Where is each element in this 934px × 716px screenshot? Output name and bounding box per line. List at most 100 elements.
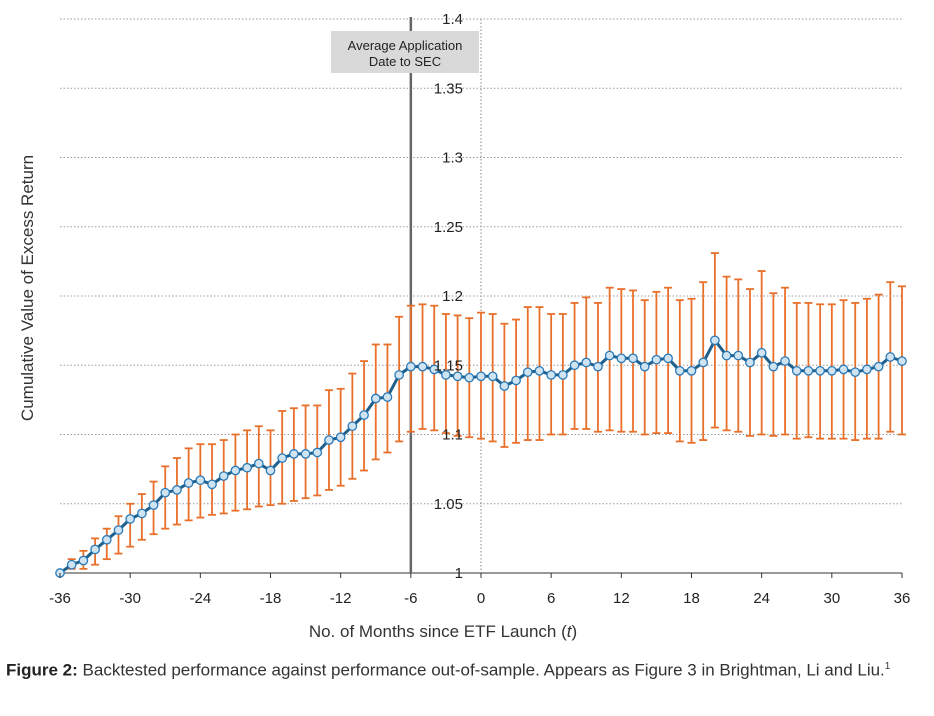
data-point [721,350,732,361]
data-point [581,357,592,368]
data-point [663,353,673,364]
data-point [838,364,849,375]
data-point [756,347,767,358]
data-point [277,453,288,463]
data-point [826,365,837,376]
y-axis-title: Cumulative Value of Excess Return [18,155,37,421]
gridlines [60,18,902,574]
data-point [850,367,861,378]
data-point [300,449,311,459]
data-point [639,361,650,372]
data-point [172,485,182,495]
x-axis-title: No. of Months since ETF Launch (t) [309,622,577,641]
data-point [873,361,884,372]
data-point [324,435,334,445]
data-point [125,514,136,524]
data-point [183,478,194,488]
data-point [569,360,580,371]
caption-footnote: 1 [884,661,891,672]
data-point [534,365,545,376]
x-tick-label: 12 [613,590,630,607]
data-point [207,479,217,490]
data-point [885,352,896,362]
data-point [148,500,159,510]
data-point [78,555,89,566]
data-point [265,465,276,476]
data-point [312,447,323,458]
data-point [815,365,825,376]
chart-canvas: 11.051.11.151.21.251.31.351.4 -36 -30 -24-… [18,11,910,641]
caption-label: Figure 2: [6,660,78,680]
series-markers [55,335,907,578]
x-tick-label: -24 [189,590,211,607]
data-point [464,372,475,383]
data-point [791,365,802,376]
data-point [289,449,299,459]
data-point [604,350,615,361]
data-point [113,525,124,535]
data-point [593,361,603,372]
data-point [335,432,346,443]
x-tick-label: -12 [330,590,352,607]
data-point [476,371,486,382]
data-point [90,544,100,555]
data-point [347,421,358,432]
annotation-box: Average Application Date to SEC [331,31,479,73]
y-tick-label: 1.15 [434,357,463,374]
data-point [698,357,709,368]
data-point [137,508,147,519]
y-tick-label: 1.3 [442,150,463,167]
data-point [616,353,627,364]
data-point [441,370,451,380]
x-tick-label: 30 [823,590,840,607]
y-tick-label: 1 [455,565,463,582]
data-point [651,354,662,365]
x-tick-label: -18 [260,590,282,607]
data-point [417,361,428,372]
data-point [452,371,463,382]
x-tick-label: 0 [477,590,485,607]
data-point [733,350,744,361]
data-point [674,365,685,376]
data-point [359,410,369,420]
x-tick-label: -6 [404,590,417,607]
data-point [394,370,404,380]
y-tick-label: 1.2 [442,288,463,305]
data-point [160,487,171,498]
data-point [195,475,206,486]
x-tick-label: 24 [753,590,770,607]
data-point [242,462,252,473]
data-point [499,381,510,391]
data-point [546,370,557,380]
x-axis-ticks: -36 -30 -24 -18 -12 -6 0 6 12 18 24 30 36 [49,573,910,607]
data-point [803,365,814,376]
caption-text: Backtested performance against performan… [77,660,885,680]
x-tick-label: -36 [49,590,71,607]
x-tick-label: 6 [547,590,555,607]
data-point [66,559,77,570]
data-point [862,364,872,375]
y-tick-label: 1.1 [442,427,463,444]
x-tick-label: 36 [894,590,911,607]
y-axis-ticks: 1 1.05 1.1 1.15 1.2 1.25 1.3 1.35 1.4 [434,11,463,582]
figure-caption: Figure 2: Backtested performance against… [6,656,928,681]
data-point [253,458,264,469]
x-tick-label: 18 [683,590,700,607]
data-point [370,393,381,404]
data-point [768,361,779,372]
y-tick-label: 1.05 [434,496,463,513]
data-point [230,465,241,476]
error-bars [67,252,906,570]
data-point [429,364,440,375]
data-point [522,367,533,378]
data-point [101,534,112,545]
y-tick-label: 1.25 [434,219,463,236]
y-tick-label: 1.4 [442,11,463,28]
data-point [686,365,697,376]
annotation-background [331,31,479,73]
data-point [511,375,521,386]
y-tick-label: 1.35 [434,80,463,97]
data-point [558,370,568,380]
data-point [780,356,790,366]
data-point [405,361,416,372]
